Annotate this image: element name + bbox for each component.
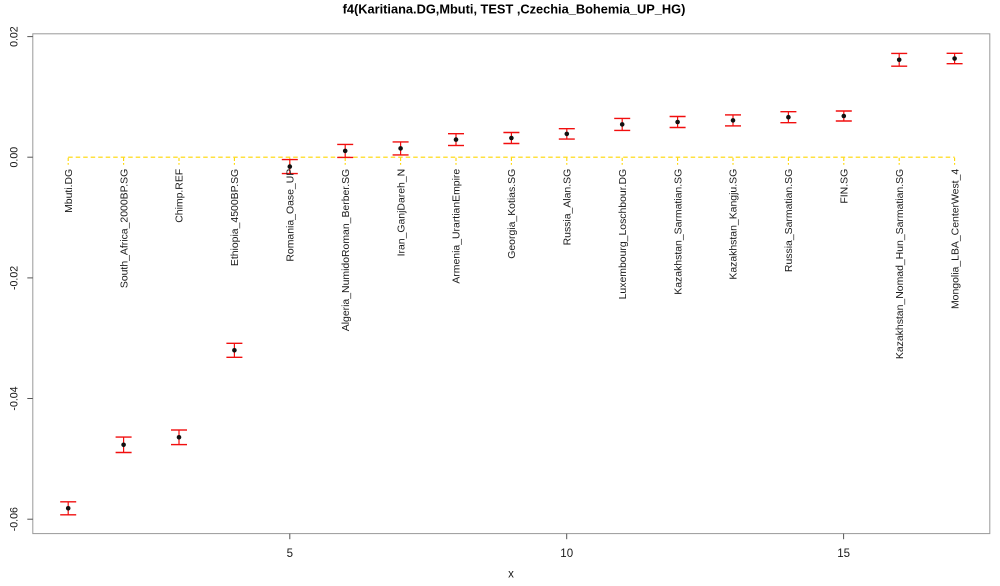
svg-text:10: 10 xyxy=(560,548,573,560)
svg-text:Iran_GanjDareh_N: Iran_GanjDareh_N xyxy=(396,169,407,257)
svg-text:-0.04: -0.04 xyxy=(9,386,21,410)
svg-text:Russia_Sarmatian.SG: Russia_Sarmatian.SG xyxy=(784,169,795,272)
svg-text:0.02: 0.02 xyxy=(9,26,21,47)
svg-text:Kazakhstan_Nomad_Hun_Sarmatian: Kazakhstan_Nomad_Hun_Sarmatian.SG xyxy=(895,169,906,359)
svg-text:Armenia_UrartianEmpire: Armenia_UrartianEmpire xyxy=(452,169,463,284)
svg-text:South_Africa_2000BP.SG: South_Africa_2000BP.SG xyxy=(119,169,130,288)
svg-text:Georgia_Kotias.SG: Georgia_Kotias.SG xyxy=(507,169,518,259)
svg-text:Russia_Alan.SG: Russia_Alan.SG xyxy=(563,169,574,246)
svg-text:FIN.SG: FIN.SG xyxy=(840,169,851,204)
svg-text:Mongolia_LBA_CenterWest_4: Mongolia_LBA_CenterWest_4 xyxy=(950,169,961,309)
svg-text:Luxembourg_Loschbour.DG: Luxembourg_Loschbour.DG xyxy=(618,169,629,300)
svg-text:f4(Karitiana.DG,Mbuti, TEST ,C: f4(Karitiana.DG,Mbuti, TEST ,Czechia_Boh… xyxy=(343,1,686,16)
svg-text:x: x xyxy=(508,569,514,581)
svg-text:-0.06: -0.06 xyxy=(9,507,21,531)
svg-text:-0.02: -0.02 xyxy=(9,266,21,290)
svg-text:Chimp.REF: Chimp.REF xyxy=(175,169,186,223)
svg-text:Mbuti.DG: Mbuti.DG xyxy=(64,169,75,213)
svg-text:15: 15 xyxy=(837,548,850,560)
svg-text:5: 5 xyxy=(287,548,293,560)
svg-text:Kazakhstan_Sarmatian.SG: Kazakhstan_Sarmatian.SG xyxy=(673,169,684,295)
svg-text:Romania_Oase_UP: Romania_Oase_UP xyxy=(286,169,297,262)
svg-text:Kazakhstan_Kangju.SG: Kazakhstan_Kangju.SG xyxy=(729,169,740,280)
svg-text:0.00: 0.00 xyxy=(9,147,21,168)
svg-text:Ethiopia_4500BP.SG: Ethiopia_4500BP.SG xyxy=(230,169,241,266)
svg-text:Algeria_NumidoRoman_Berber.SG: Algeria_NumidoRoman_Berber.SG xyxy=(341,169,352,331)
